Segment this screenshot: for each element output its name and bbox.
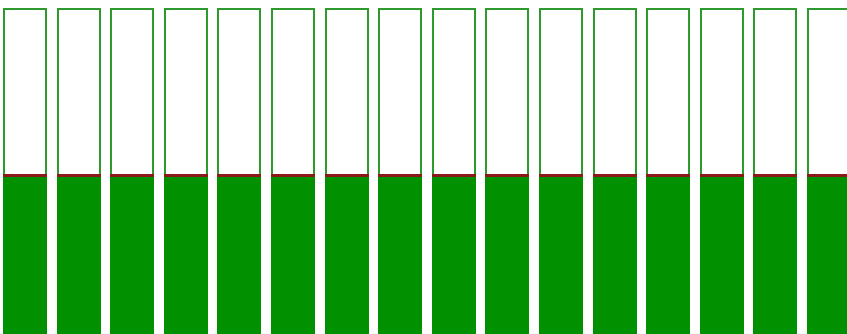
- bar-fill: [217, 177, 261, 334]
- bar-column: [646, 0, 690, 334]
- bar-level-line: [217, 174, 261, 177]
- bar-empty-region: [378, 8, 422, 174]
- bar-fill: [57, 177, 101, 334]
- bar-level-line: [378, 174, 422, 177]
- bar-level-line: [700, 174, 744, 177]
- bar-empty-region: [325, 8, 369, 174]
- bar-level-line: [110, 174, 154, 177]
- bar-empty-region: [807, 8, 847, 174]
- bar-column: [217, 0, 261, 334]
- bar-level-line: [485, 174, 529, 177]
- bar-fill: [753, 177, 797, 334]
- bar-empty-region: [432, 8, 476, 174]
- bar-column: [3, 0, 47, 334]
- bar-fill: [539, 177, 583, 334]
- bar-column: [378, 0, 422, 334]
- bar-level-line: [646, 174, 690, 177]
- bar-column: [485, 0, 529, 334]
- bar-fill: [378, 177, 422, 334]
- bar-empty-region: [700, 8, 744, 174]
- bar-level-line: [593, 174, 637, 177]
- bar-empty-region: [539, 8, 583, 174]
- bar-fill: [593, 177, 637, 334]
- bar-column: [700, 0, 744, 334]
- bar-level-line: [432, 174, 476, 177]
- bar-column: [753, 0, 797, 334]
- bar-column: [807, 0, 847, 334]
- bar-fill: [164, 177, 208, 334]
- bar-level-line: [164, 174, 208, 177]
- bar-fill: [700, 177, 744, 334]
- bar-empty-region: [646, 8, 690, 174]
- bar-fill: [432, 177, 476, 334]
- bar-fill: [485, 177, 529, 334]
- bar-level-line: [753, 174, 797, 177]
- bar-fill: [325, 177, 369, 334]
- bar-column: [593, 0, 637, 334]
- bar-fill: [807, 177, 847, 334]
- bar-level-line: [3, 174, 47, 177]
- bar-fill: [3, 177, 47, 334]
- bar-empty-region: [217, 8, 261, 174]
- bar-level-line: [807, 174, 847, 177]
- bar-column: [110, 0, 154, 334]
- bar-empty-region: [485, 8, 529, 174]
- bar-level-line: [539, 174, 583, 177]
- bar-fill: [110, 177, 154, 334]
- bar-empty-region: [3, 8, 47, 174]
- bar-level-line: [325, 174, 369, 177]
- bar-column: [325, 0, 369, 334]
- bar-empty-region: [593, 8, 637, 174]
- bar-column: [164, 0, 208, 334]
- bar-level-line: [57, 174, 101, 177]
- bar-column: [57, 0, 101, 334]
- bar-fill: [271, 177, 315, 334]
- bar-empty-region: [753, 8, 797, 174]
- bar-level-line: [271, 174, 315, 177]
- bar-empty-region: [110, 8, 154, 174]
- bar-empty-region: [164, 8, 208, 174]
- bar-empty-region: [57, 8, 101, 174]
- bar-column: [271, 0, 315, 334]
- bar-column: [432, 0, 476, 334]
- bar-fill: [646, 177, 690, 334]
- bar-empty-region: [271, 8, 315, 174]
- bar-column: [539, 0, 583, 334]
